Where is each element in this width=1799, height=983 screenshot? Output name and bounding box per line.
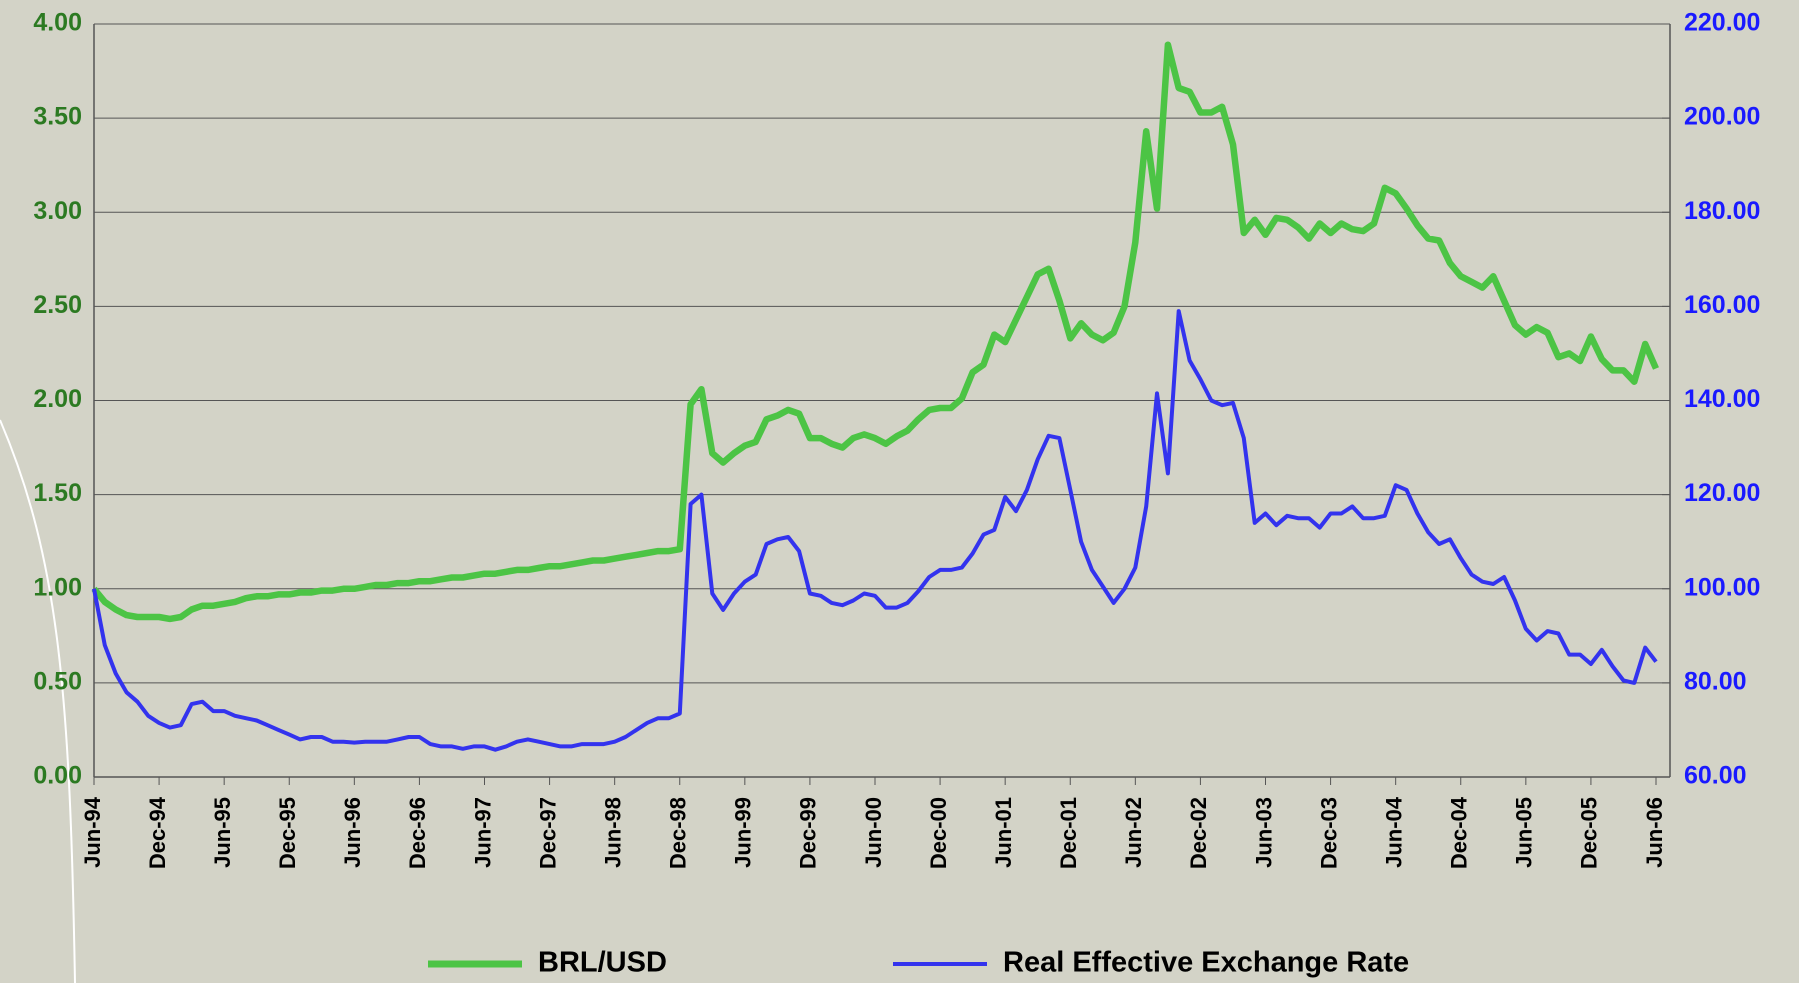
x-tick-label: Jun-95 <box>210 797 235 868</box>
y-tick-label: 1.50 <box>33 479 82 507</box>
x-tick-label: Jun-05 <box>1512 797 1537 868</box>
y2-tick-label: 120.00 <box>1684 479 1760 507</box>
x-tick-label: Jun-03 <box>1251 797 1276 868</box>
y2-tick-label: 160.00 <box>1684 291 1760 319</box>
y-tick-label: 0.00 <box>33 762 82 790</box>
x-tick-label: Dec-98 <box>666 797 691 869</box>
x-tick-label: Dec-02 <box>1186 797 1211 869</box>
x-tick-label: Jun-97 <box>470 797 495 868</box>
x-tick-label: Dec-94 <box>145 796 170 869</box>
x-tick-label: Jun-02 <box>1121 797 1146 868</box>
y2-tick-label: 220.00 <box>1684 9 1760 37</box>
decoration <box>0 419 76 983</box>
x-tick-label: Jun-01 <box>991 797 1016 868</box>
y2-tick-label: 100.00 <box>1684 573 1760 601</box>
series-line <box>92 309 1658 752</box>
x-tick-label: Dec-96 <box>405 797 430 869</box>
x-tick-label: Jun-04 <box>1381 796 1406 868</box>
y-tick-label: 0.50 <box>33 667 82 695</box>
x-tick-label: Jun-94 <box>80 796 105 868</box>
x-tick-label: Dec-05 <box>1577 797 1602 869</box>
y-tick-label: 4.00 <box>33 9 82 37</box>
x-tick-label: Jun-99 <box>731 797 756 868</box>
y-tick-label: 2.50 <box>33 291 82 319</box>
y2-tick-label: 200.00 <box>1684 103 1760 131</box>
x-tick-label: Jun-00 <box>861 797 886 868</box>
x-tick-label: Jun-96 <box>340 797 365 868</box>
legend-label: BRL/USD <box>538 947 667 979</box>
x-tick-label: Dec-04 <box>1447 796 1472 869</box>
y2-tick-label: 180.00 <box>1684 197 1760 225</box>
series-line <box>91 41 1659 623</box>
legend-label: Real Effective Exchange Rate <box>1003 947 1409 979</box>
x-tick-label: Dec-97 <box>535 797 560 869</box>
y2-tick-label: 80.00 <box>1684 667 1747 695</box>
x-tick-label: Dec-01 <box>1056 797 1081 869</box>
y2-tick-label: 60.00 <box>1684 762 1747 790</box>
y-tick-label: 3.00 <box>33 197 82 225</box>
x-tick-label: Dec-03 <box>1316 797 1341 869</box>
x-tick-label: Jun-06 <box>1642 797 1667 868</box>
y2-tick-label: 140.00 <box>1684 385 1760 413</box>
x-tick-label: Dec-00 <box>926 797 951 869</box>
y-tick-label: 3.50 <box>33 103 82 131</box>
y-tick-label: 1.00 <box>33 573 82 601</box>
x-tick-label: Jun-98 <box>600 797 625 868</box>
x-tick-label: Dec-99 <box>796 797 821 869</box>
x-tick-label: Dec-95 <box>275 797 300 869</box>
y-tick-label: 2.00 <box>33 385 82 413</box>
